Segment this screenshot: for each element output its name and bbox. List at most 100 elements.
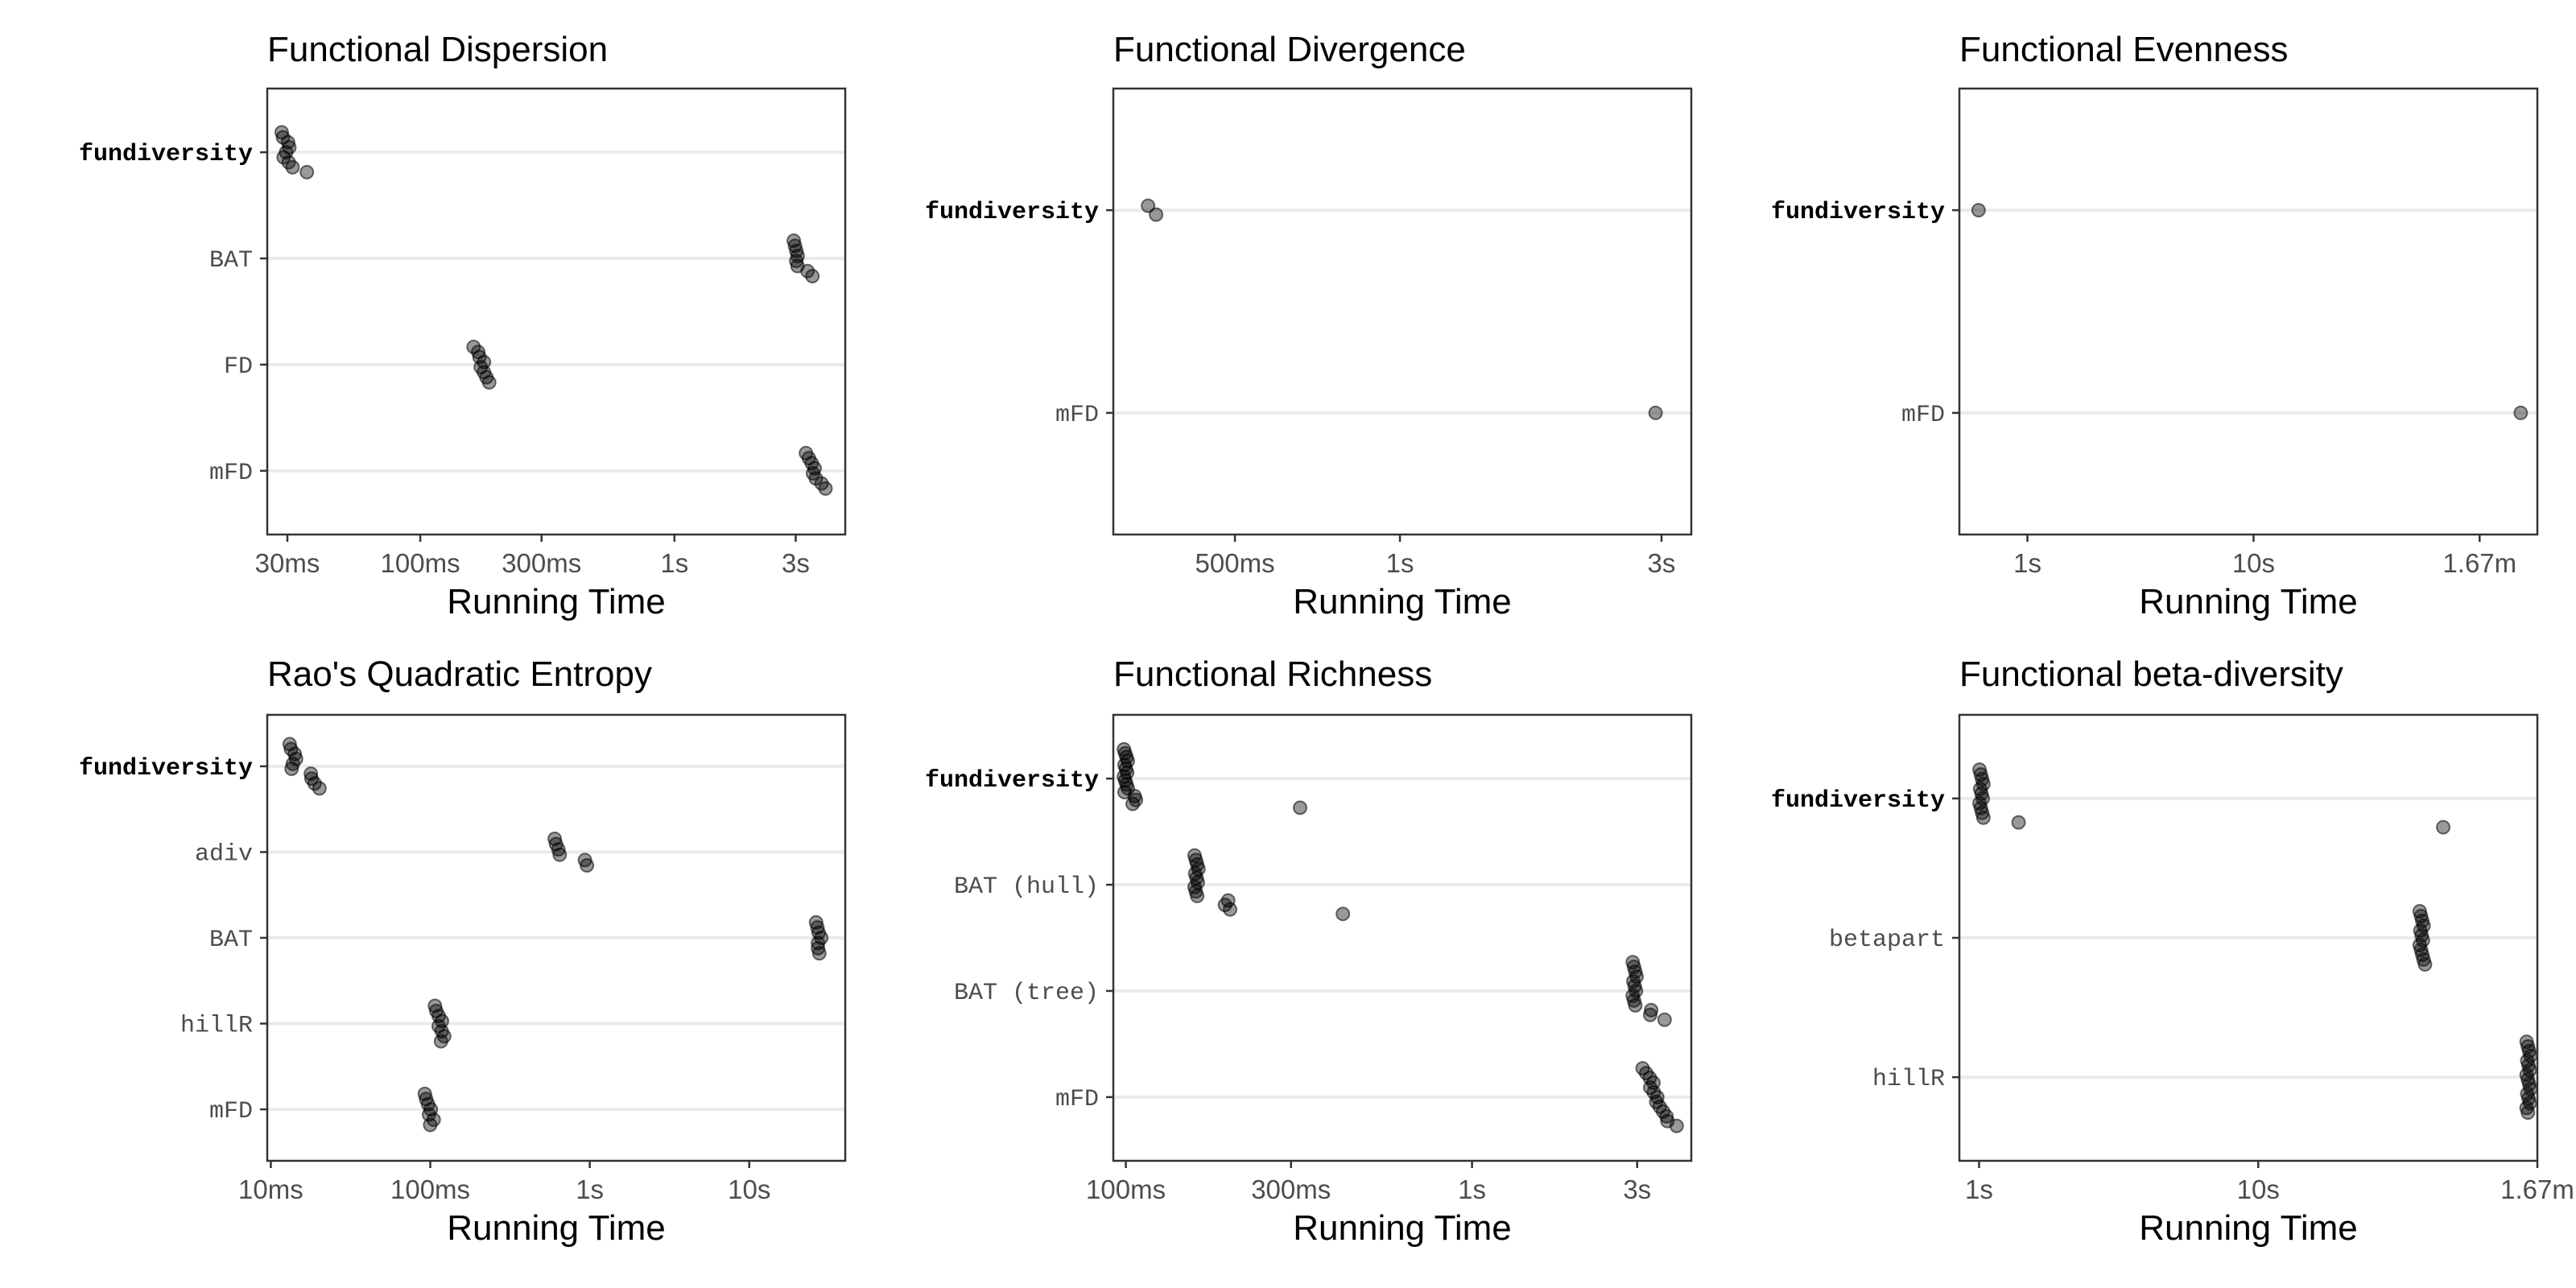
data-point-mfd xyxy=(423,1117,438,1133)
x-tick-label: 1s xyxy=(576,1174,604,1204)
data-point-fundiversity xyxy=(2436,819,2451,835)
panel-title: Functional Richness xyxy=(1113,654,1432,694)
data-point-mfd xyxy=(1659,1108,1674,1124)
y-tick-label-mfd: mFD xyxy=(209,1098,253,1125)
data-point-fundiversity xyxy=(285,159,300,175)
panel-title: Functional Divergence xyxy=(1113,30,1466,69)
data-point-betapart xyxy=(2417,957,2433,972)
data-point-fundiversity xyxy=(1975,810,1991,825)
y-tick-label-fundiversity: fundiversity xyxy=(79,755,253,782)
data-point-bat xyxy=(811,935,826,951)
x-tick-label: 3s xyxy=(1648,548,1676,578)
panel-functional-divergence: Functional Divergence fundiversity mFD 500m… xyxy=(925,30,1693,621)
x-tick-label: 1s xyxy=(1458,1174,1486,1204)
data-point-bat-hull xyxy=(1335,906,1351,922)
y-tick-label-adiv: adiv xyxy=(195,840,253,868)
data-point-fundiversity xyxy=(1292,800,1307,815)
y-tick-label-fundiversity: fundiversity xyxy=(925,767,1099,795)
y-tick-label-hillr: hillR xyxy=(180,1013,253,1040)
x-tick-label: 10s xyxy=(728,1174,770,1204)
data-point-mfd xyxy=(1669,1118,1684,1133)
data-point-fundiversity xyxy=(284,761,299,776)
data-point-bat xyxy=(805,269,820,284)
data-point-bat-hull xyxy=(1190,888,1205,903)
panel-functional-evenness: Functional Evenness fundiversity mFD 1s 10s 1… xyxy=(1771,30,2539,621)
data-point-mfd xyxy=(818,481,833,496)
y-tick-label-mfd: mFD xyxy=(1055,1086,1099,1113)
data-point-mfd xyxy=(2513,405,2529,420)
panel-functional-dispersion: Functional Dispersion fundiversity BAT FD mF… xyxy=(79,30,847,621)
x-axis-title: Running Time xyxy=(447,582,665,621)
y-tick-label-bat: BAT xyxy=(209,247,253,275)
data-point-bat-tree xyxy=(1644,1002,1659,1018)
x-tick-label: 1s xyxy=(2013,548,2041,578)
panel-functional-beta-diversity: Functional beta-diversity fundiversity bet… xyxy=(1771,654,2574,1248)
x-axis-title: Running Time xyxy=(447,1208,665,1248)
x-tick-label: 300ms xyxy=(502,548,581,578)
data-point-fundiversity xyxy=(1141,198,1156,213)
x-tick-label: 300ms xyxy=(1251,1174,1331,1204)
x-tick-label: 1s xyxy=(660,548,688,578)
data-point-hillr xyxy=(433,1034,448,1049)
data-point-fundiversity xyxy=(1971,203,1986,218)
panel-frame xyxy=(1112,87,1693,536)
x-tick-label: 100ms xyxy=(381,548,460,578)
x-axis-title: Running Time xyxy=(2139,582,2357,621)
y-tick-label-hillr: hillR xyxy=(1872,1066,1945,1093)
panel-functional-richness: Functional Richness fundiversity BAT (hull… xyxy=(925,654,1693,1248)
x-tick-label: 10s xyxy=(2237,1174,2280,1204)
data-point-fundiversity xyxy=(299,164,315,180)
data-point-bat xyxy=(811,946,827,961)
x-tick-label: 30ms xyxy=(255,548,320,578)
y-tick-label-betapart: betapart xyxy=(1829,927,1945,954)
x-axis-title: Running Time xyxy=(1293,582,1511,621)
panel-frame xyxy=(1958,87,2539,536)
data-point-bat-tree xyxy=(1657,1012,1672,1027)
data-point-hillr xyxy=(2520,1105,2536,1121)
y-tick-label-bat-tree: BAT (tree) xyxy=(954,980,1099,1007)
y-tick-label-fundiversity: fundiversity xyxy=(79,141,253,168)
y-tick-label-bat-hull: BAT (hull) xyxy=(954,873,1099,901)
y-tick-label-fundiversity: fundiversity xyxy=(1771,787,1945,815)
x-tick-label: 3s xyxy=(1623,1174,1651,1204)
panel-title: Functional Dispersion xyxy=(267,30,608,69)
data-point-fundiversity xyxy=(2011,815,2026,830)
x-tick-label: 500ms xyxy=(1195,548,1275,578)
data-point-bat-tree xyxy=(1642,1007,1657,1022)
x-tick-label: 1.67m xyxy=(2442,548,2516,578)
y-tick-label-mfd: mFD xyxy=(209,460,253,487)
data-point-fundiversity xyxy=(312,781,327,796)
panel-frame xyxy=(1112,713,1693,1162)
y-tick-label-mfd: mFD xyxy=(1901,402,1945,429)
data-point-mfd xyxy=(1648,405,1663,420)
x-tick-label: 3s xyxy=(782,548,810,578)
x-tick-label: 100ms xyxy=(390,1174,470,1204)
data-point-adiv xyxy=(580,857,595,873)
data-point-bat xyxy=(811,940,826,956)
x-tick-label: 10ms xyxy=(238,1174,303,1204)
panel-title: Rao's Quadratic Entropy xyxy=(267,654,652,694)
data-point-fundiversity xyxy=(1149,207,1164,222)
panel-frame xyxy=(266,87,847,536)
x-tick-label: 100ms xyxy=(1086,1174,1166,1204)
panel-title: Functional Evenness xyxy=(1959,30,2288,69)
data-point-bat-hull xyxy=(1223,902,1238,917)
data-point-adiv xyxy=(547,831,563,846)
x-axis-title: Running Time xyxy=(1293,1208,1511,1248)
x-axis-title: Running Time xyxy=(2139,1208,2357,1248)
y-tick-label-mfd: mFD xyxy=(1055,402,1099,429)
x-tick-label: 10s xyxy=(2232,548,2275,578)
data-point-fd xyxy=(481,374,497,390)
data-point-bat-tree xyxy=(1628,997,1643,1013)
x-tick-label: 1s xyxy=(1965,1174,1993,1204)
data-point-fundiversity xyxy=(1125,796,1141,811)
panel-rao-s-quadratic-entropy: Rao's Quadratic Entropy fundiversity adiv B… xyxy=(79,654,847,1248)
y-tick-label-fundiversity: fundiversity xyxy=(1771,199,1945,226)
y-tick-label-bat: BAT xyxy=(209,927,253,954)
y-tick-label-fd: FD xyxy=(224,353,253,381)
x-tick-label: 1.67m xyxy=(2500,1174,2574,1204)
data-point-adiv xyxy=(551,842,566,857)
y-tick-label-fundiversity: fundiversity xyxy=(925,199,1099,226)
data-point-adiv xyxy=(552,847,568,862)
